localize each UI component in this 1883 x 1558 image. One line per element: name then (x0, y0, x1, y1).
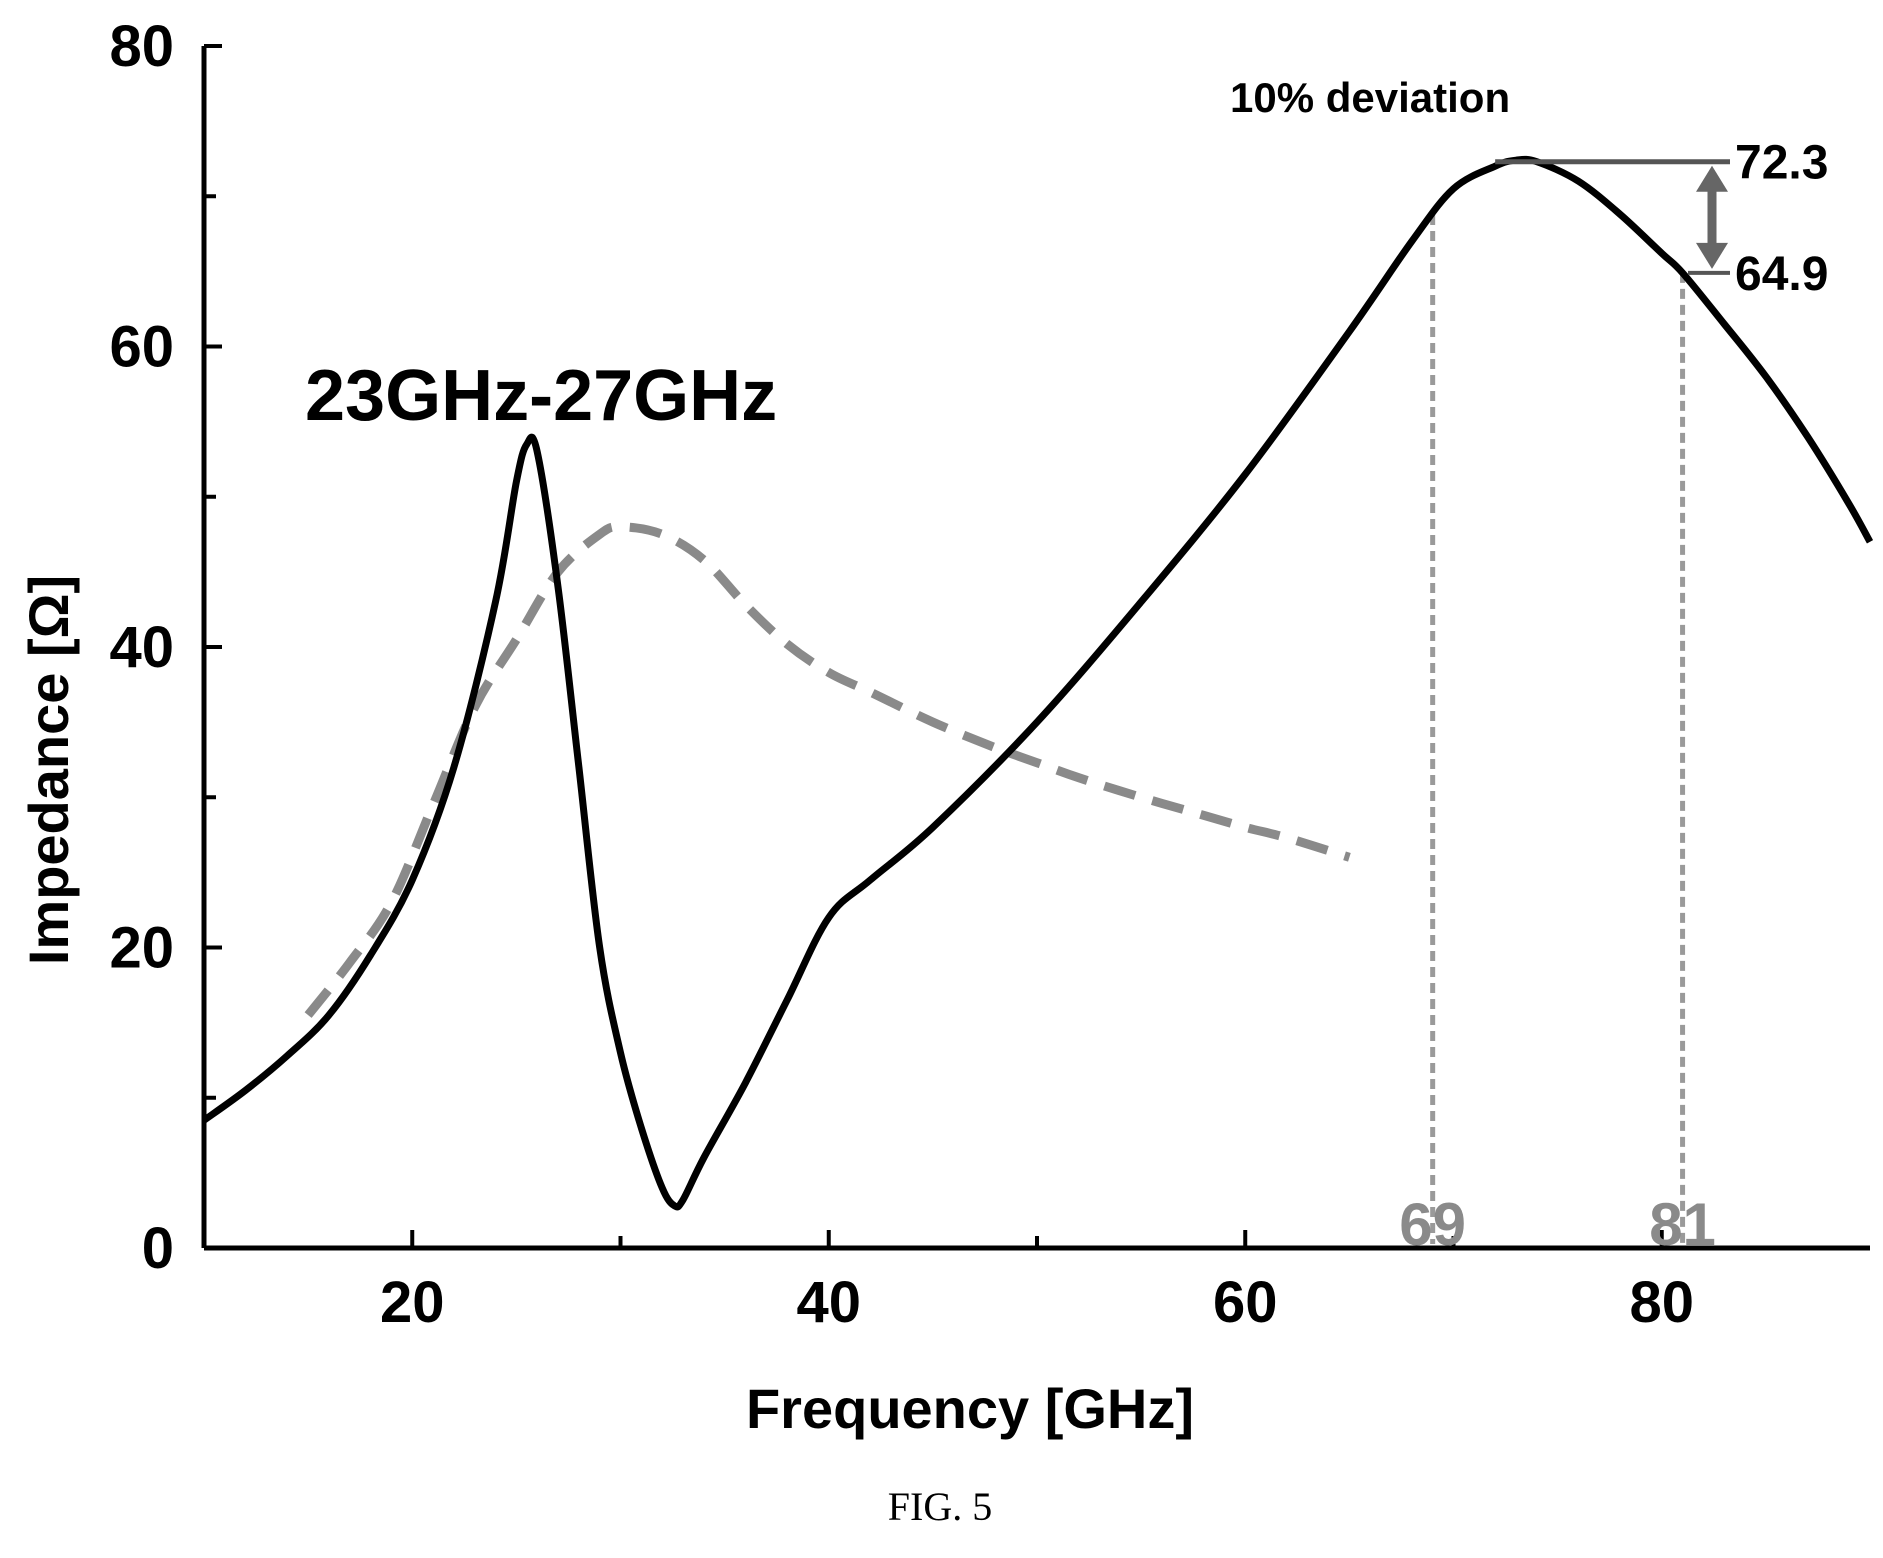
x-tick-label-40: 40 (796, 1270, 861, 1335)
lower-value-label: 64.9 (1735, 248, 1828, 301)
peak-value-label: 72.3 (1735, 137, 1828, 190)
series-solid-line (201, 155, 1874, 1211)
y-tick-label-60: 60 (109, 315, 174, 380)
y-axis-title: Impedance [Ω] (17, 575, 80, 965)
figure-caption: FIG. 5 (888, 1484, 992, 1529)
deviation-arrow-up (1696, 165, 1728, 192)
x-axis-title: Frequency [GHz] (746, 1377, 1194, 1440)
frequency-markers (1430, 215, 1686, 1244)
y-tick-label-40: 40 (109, 615, 174, 680)
tick-labels: 20 40 60 80 0 20 40 60 80 (109, 14, 1694, 1335)
x-tick-label-60: 60 (1213, 1270, 1278, 1335)
axis-ticks (204, 44, 1664, 1250)
x-tick-label-20: 20 (380, 1270, 445, 1335)
deviation-arrow-down (1696, 242, 1728, 269)
x-tick-label-80: 80 (1629, 1270, 1694, 1335)
deviation-label: 10% deviation (1230, 74, 1510, 121)
series-dashed-line (304, 522, 1351, 1018)
band-label: 23GHz-27GHz (305, 356, 777, 436)
marker-label-69: 69 (1399, 1191, 1466, 1258)
y-tick-label-20: 20 (109, 916, 174, 981)
y-tick-label-80: 80 (109, 14, 174, 79)
marker-label-81: 81 (1649, 1191, 1716, 1258)
deviation-annotation (1495, 159, 1730, 275)
y-tick-label-0: 0 (142, 1216, 174, 1281)
